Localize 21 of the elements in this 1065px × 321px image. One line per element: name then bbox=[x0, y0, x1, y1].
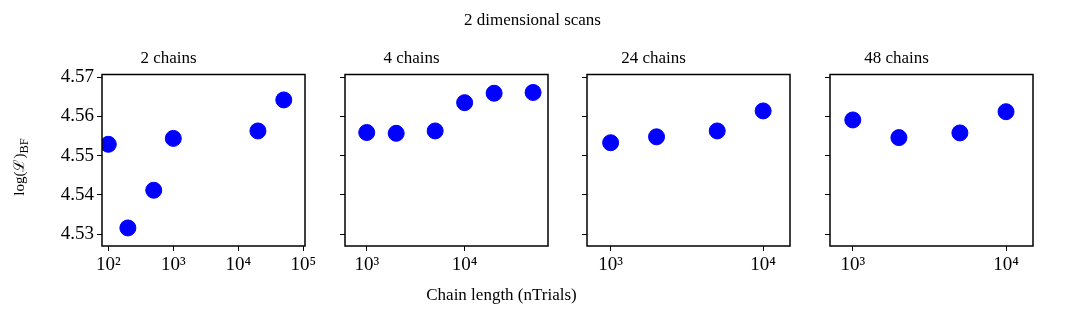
x-tick-label: 10³ bbox=[354, 253, 380, 275]
chart-title: 48 chains bbox=[864, 47, 929, 67]
text: 2 dimensional scans bbox=[463, 10, 602, 30]
x-tick-label: 10⁴ bbox=[993, 253, 1020, 275]
x-tick-label: 10² bbox=[95, 253, 121, 275]
x-tick-label: 10³ bbox=[840, 253, 866, 275]
y-tick-label: 4.53 bbox=[60, 222, 94, 244]
x-tick-label: 10⁴ bbox=[225, 253, 252, 275]
chart-title: 4 chains bbox=[383, 47, 440, 67]
chart-title: 24 chains bbox=[621, 47, 686, 67]
y-tick-label: 4.56 bbox=[60, 104, 94, 126]
x-tick-label: 10⁴ bbox=[750, 253, 777, 275]
x-tick-label: 10⁵ bbox=[290, 253, 317, 275]
x-axis-title: Chain length (nTrials) bbox=[425, 285, 578, 305]
x-tick-label: 10³ bbox=[598, 253, 624, 275]
x-tick-label: 10³ bbox=[160, 253, 186, 275]
y-tick-label: 4.55 bbox=[60, 143, 94, 165]
x-tick-label: 10⁴ bbox=[451, 253, 478, 275]
y-tick-label: 4.54 bbox=[60, 182, 95, 204]
y-tick-label: 4.57 bbox=[60, 65, 94, 87]
chart-title: 2 chains bbox=[140, 47, 197, 67]
